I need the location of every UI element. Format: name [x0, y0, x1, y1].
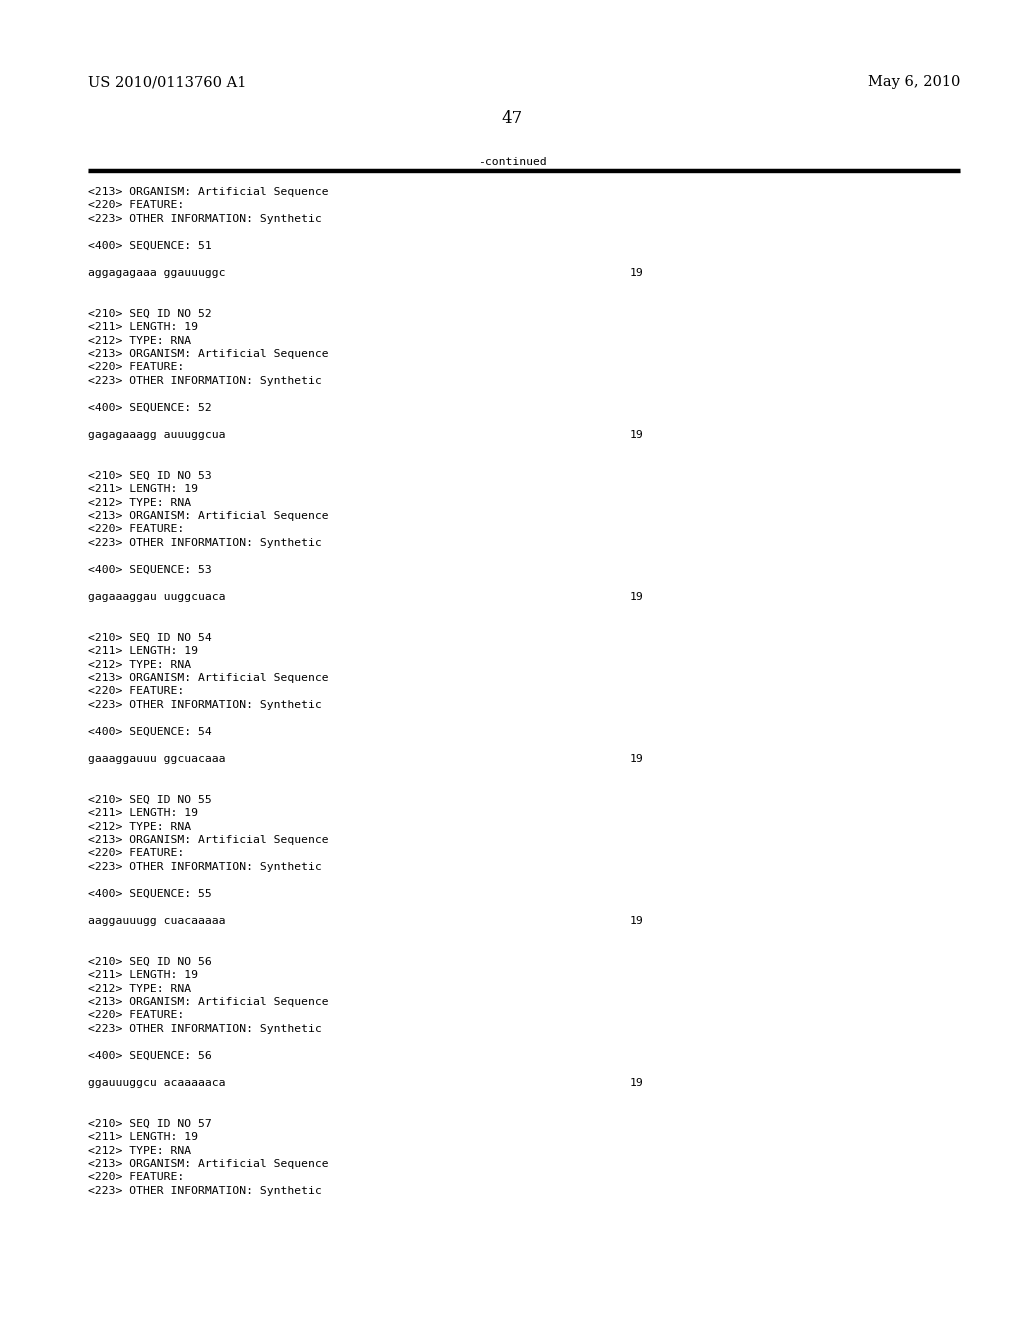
Text: <223> OTHER INFORMATION: Synthetic: <223> OTHER INFORMATION: Synthetic — [88, 214, 322, 224]
Text: -continued: -continued — [477, 157, 547, 168]
Text: 47: 47 — [502, 110, 522, 127]
Text: <220> FEATURE:: <220> FEATURE: — [88, 686, 184, 697]
Text: <210> SEQ ID NO 57: <210> SEQ ID NO 57 — [88, 1118, 212, 1129]
Text: <223> OTHER INFORMATION: Synthetic: <223> OTHER INFORMATION: Synthetic — [88, 700, 322, 710]
Text: <213> ORGANISM: Artificial Sequence: <213> ORGANISM: Artificial Sequence — [88, 187, 329, 197]
Text: <223> OTHER INFORMATION: Synthetic: <223> OTHER INFORMATION: Synthetic — [88, 1024, 322, 1034]
Text: <212> TYPE: RNA: <212> TYPE: RNA — [88, 983, 191, 994]
Text: <400> SEQUENCE: 55: <400> SEQUENCE: 55 — [88, 888, 212, 899]
Text: May 6, 2010: May 6, 2010 — [867, 75, 961, 88]
Text: <210> SEQ ID NO 52: <210> SEQ ID NO 52 — [88, 309, 212, 318]
Text: <212> TYPE: RNA: <212> TYPE: RNA — [88, 821, 191, 832]
Text: aggagagaaa ggauuuggc: aggagagaaa ggauuuggc — [88, 268, 225, 279]
Text: <211> LENGTH: 19: <211> LENGTH: 19 — [88, 808, 198, 818]
Text: gagaaaggau uuggcuaca: gagaaaggau uuggcuaca — [88, 591, 225, 602]
Text: <212> TYPE: RNA: <212> TYPE: RNA — [88, 335, 191, 346]
Text: <400> SEQUENCE: 54: <400> SEQUENCE: 54 — [88, 727, 212, 737]
Text: <213> ORGANISM: Artificial Sequence: <213> ORGANISM: Artificial Sequence — [88, 348, 329, 359]
Text: <212> TYPE: RNA: <212> TYPE: RNA — [88, 1146, 191, 1155]
Text: <211> LENGTH: 19: <211> LENGTH: 19 — [88, 322, 198, 333]
Text: <213> ORGANISM: Artificial Sequence: <213> ORGANISM: Artificial Sequence — [88, 511, 329, 521]
Text: <220> FEATURE:: <220> FEATURE: — [88, 849, 184, 858]
Text: <223> OTHER INFORMATION: Synthetic: <223> OTHER INFORMATION: Synthetic — [88, 1185, 322, 1196]
Text: <212> TYPE: RNA: <212> TYPE: RNA — [88, 660, 191, 669]
Text: <400> SEQUENCE: 53: <400> SEQUENCE: 53 — [88, 565, 212, 576]
Text: <220> FEATURE:: <220> FEATURE: — [88, 1011, 184, 1020]
Text: <210> SEQ ID NO 55: <210> SEQ ID NO 55 — [88, 795, 212, 804]
Text: <211> LENGTH: 19: <211> LENGTH: 19 — [88, 645, 198, 656]
Text: <400> SEQUENCE: 56: <400> SEQUENCE: 56 — [88, 1051, 212, 1061]
Text: <211> LENGTH: 19: <211> LENGTH: 19 — [88, 484, 198, 494]
Text: <220> FEATURE:: <220> FEATURE: — [88, 524, 184, 535]
Text: gaaaggauuu ggcuacaaa: gaaaggauuu ggcuacaaa — [88, 754, 225, 764]
Text: US 2010/0113760 A1: US 2010/0113760 A1 — [88, 75, 247, 88]
Text: <400> SEQUENCE: 51: <400> SEQUENCE: 51 — [88, 242, 212, 251]
Text: <220> FEATURE:: <220> FEATURE: — [88, 1172, 184, 1183]
Text: 19: 19 — [630, 591, 644, 602]
Text: 19: 19 — [630, 754, 644, 764]
Text: <210> SEQ ID NO 56: <210> SEQ ID NO 56 — [88, 957, 212, 966]
Text: 19: 19 — [630, 1078, 644, 1088]
Text: <210> SEQ ID NO 54: <210> SEQ ID NO 54 — [88, 632, 212, 643]
Text: aaggauuugg cuacaaaaa: aaggauuugg cuacaaaaa — [88, 916, 225, 927]
Text: <213> ORGANISM: Artificial Sequence: <213> ORGANISM: Artificial Sequence — [88, 997, 329, 1007]
Text: 19: 19 — [630, 430, 644, 440]
Text: <213> ORGANISM: Artificial Sequence: <213> ORGANISM: Artificial Sequence — [88, 1159, 329, 1170]
Text: 19: 19 — [630, 916, 644, 927]
Text: <223> OTHER INFORMATION: Synthetic: <223> OTHER INFORMATION: Synthetic — [88, 376, 322, 385]
Text: 19: 19 — [630, 268, 644, 279]
Text: ggauuuggcu acaaaaaca: ggauuuggcu acaaaaaca — [88, 1078, 225, 1088]
Text: <223> OTHER INFORMATION: Synthetic: <223> OTHER INFORMATION: Synthetic — [88, 539, 322, 548]
Text: <213> ORGANISM: Artificial Sequence: <213> ORGANISM: Artificial Sequence — [88, 836, 329, 845]
Text: <220> FEATURE:: <220> FEATURE: — [88, 201, 184, 210]
Text: <223> OTHER INFORMATION: Synthetic: <223> OTHER INFORMATION: Synthetic — [88, 862, 322, 873]
Text: <213> ORGANISM: Artificial Sequence: <213> ORGANISM: Artificial Sequence — [88, 673, 329, 682]
Text: gagagaaagg auuuggcua: gagagaaagg auuuggcua — [88, 430, 225, 440]
Text: <211> LENGTH: 19: <211> LENGTH: 19 — [88, 970, 198, 979]
Text: <211> LENGTH: 19: <211> LENGTH: 19 — [88, 1133, 198, 1142]
Text: <220> FEATURE:: <220> FEATURE: — [88, 363, 184, 372]
Text: <212> TYPE: RNA: <212> TYPE: RNA — [88, 498, 191, 507]
Text: <210> SEQ ID NO 53: <210> SEQ ID NO 53 — [88, 470, 212, 480]
Text: <400> SEQUENCE: 52: <400> SEQUENCE: 52 — [88, 403, 212, 413]
